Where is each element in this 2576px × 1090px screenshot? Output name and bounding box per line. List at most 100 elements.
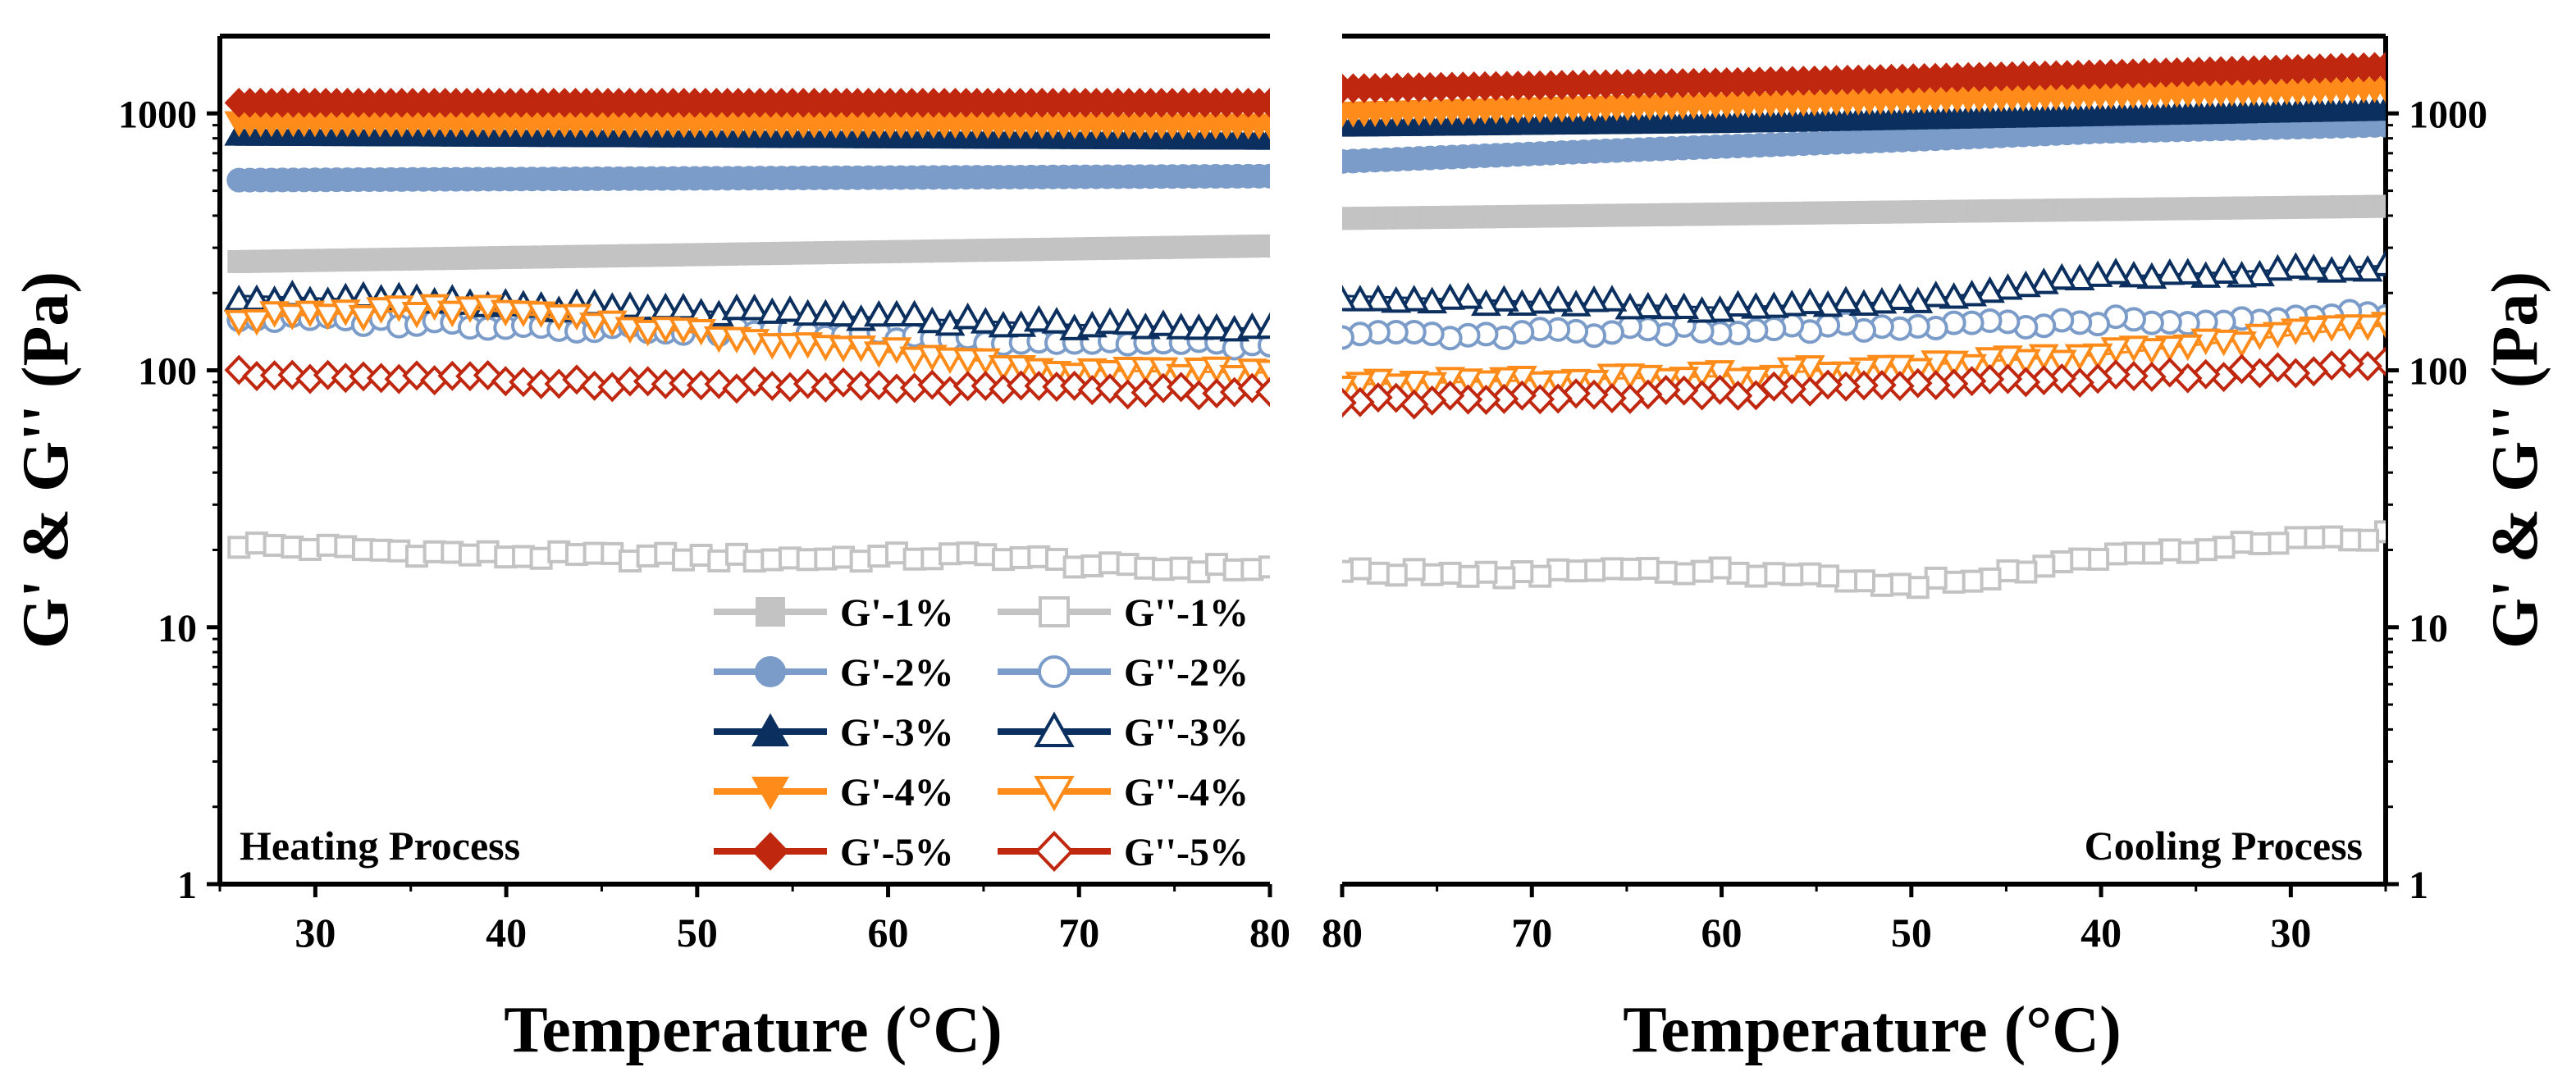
- data-point: [1342, 285, 1358, 312]
- data-point: [1957, 366, 1987, 397]
- x-axis-title: Temperature (°C): [1623, 994, 2121, 1066]
- data-point: [917, 369, 948, 400]
- data-point: [1615, 363, 1646, 390]
- y-tick-label: 100: [138, 350, 197, 394]
- data-point: [2335, 348, 2364, 379]
- data-point: [1399, 285, 1430, 312]
- data-point: [1236, 312, 1267, 340]
- data-point: [863, 299, 894, 327]
- data-point: [971, 371, 1001, 402]
- legend-entry: G'-2%: [714, 651, 954, 695]
- series-Gp-4pct: [224, 111, 1270, 140]
- data-point: [1112, 356, 1144, 384]
- legend-entry: G''-4%: [998, 771, 1249, 814]
- data-point: [1023, 304, 1054, 332]
- panel-title: Heating Process: [240, 823, 520, 869]
- data-point: [1201, 312, 1232, 340]
- data-point: [1255, 87, 1270, 118]
- data-point: [1975, 276, 2005, 303]
- series-Gp-5pct: [224, 87, 1270, 118]
- data-point: [1542, 370, 1573, 397]
- x-tick-label: 70: [1511, 910, 1552, 955]
- data-point: [774, 295, 806, 322]
- legend-entry: G''-5%: [998, 831, 1249, 874]
- data-point: [579, 312, 610, 340]
- x-tick-label: 30: [2270, 910, 2311, 955]
- data-point: [899, 299, 930, 327]
- data-point: [1342, 387, 1357, 418]
- data-point: [1183, 357, 1214, 385]
- y-tick-label: 1: [177, 864, 197, 907]
- data-point: [721, 293, 752, 321]
- data-point: [1596, 285, 1628, 312]
- legend-label: G'-5%: [840, 831, 954, 874]
- data-point: [1903, 367, 1933, 399]
- data-point: [2280, 252, 2311, 279]
- data-point: [2100, 258, 2131, 285]
- data-point: [1148, 309, 1179, 336]
- x-tick-label: 60: [1701, 910, 1742, 955]
- data-point: [669, 367, 698, 399]
- data-point: [1342, 73, 1357, 104]
- data-point: [1939, 350, 1970, 378]
- series-Gpp-5pct: [224, 354, 1270, 411]
- legend: G'-1% G''-1% G'-2% G''-2% G'-3% G''-3% G'-4% G'…: [714, 591, 1249, 874]
- data-point: [1813, 369, 1843, 400]
- series-layer: [223, 87, 1270, 584]
- data-point: [490, 299, 521, 327]
- data-point: [1342, 559, 1354, 583]
- x-tick-label: 50: [1891, 910, 1932, 955]
- legend-label: G''-3%: [1124, 711, 1249, 755]
- data-point: [2064, 263, 2095, 290]
- legend-swatch-marker: [751, 832, 789, 871]
- data-point: [1561, 378, 1591, 409]
- data-point: [1633, 364, 1664, 392]
- data-point: [1993, 273, 2023, 300]
- data-point: [1524, 371, 1555, 399]
- series-Gp-5pct: [1342, 51, 2386, 104]
- data-point: [1112, 308, 1144, 335]
- data-point: [633, 366, 663, 397]
- data-point: [2334, 314, 2365, 341]
- data-point: [1255, 376, 1270, 408]
- legend-swatch-marker: [751, 777, 789, 810]
- y-tick-label: 1000: [118, 93, 197, 136]
- legend-entry: G''-1%: [998, 591, 1249, 635]
- data-point: [509, 367, 538, 398]
- data-point: [1342, 148, 1354, 174]
- data-point: [739, 366, 770, 397]
- data-point: [1471, 370, 1501, 397]
- data-point: [1258, 332, 1270, 358]
- y-tick-label: 10: [2409, 607, 2448, 650]
- data-point: [1435, 283, 1466, 310]
- y-tick-label: 1: [2409, 864, 2428, 907]
- data-point: [828, 299, 859, 327]
- data-point: [241, 308, 272, 336]
- data-point: [2227, 331, 2257, 358]
- data-point: [1723, 367, 1753, 394]
- legend-swatch-marker: [755, 656, 786, 687]
- legend-entry: G'-5%: [714, 831, 954, 874]
- panel-title: Cooling Process: [2085, 823, 2363, 869]
- data-point: [2029, 365, 2059, 396]
- data-point: [2299, 356, 2329, 387]
- legend-entry: G''-3%: [998, 711, 1249, 755]
- data-point: [1453, 368, 1483, 395]
- data-point: [1507, 380, 1537, 411]
- data-point: [1258, 234, 1270, 258]
- x-tick-label: 80: [1322, 910, 1363, 955]
- data-point: [1759, 371, 1789, 402]
- data-point: [2352, 254, 2383, 282]
- data-point: [436, 300, 468, 328]
- legend-entry: G'-4%: [714, 771, 954, 814]
- data-point: [1258, 163, 1270, 189]
- data-point: [863, 341, 894, 368]
- y-axis-title-right: G' & G'' (Pa): [2479, 271, 2551, 649]
- data-point: [1258, 555, 1270, 579]
- legend-entry: G''-2%: [998, 651, 1249, 695]
- data-point: [366, 297, 397, 324]
- data-point: [703, 326, 734, 353]
- data-point: [2154, 258, 2185, 285]
- data-point: [1254, 312, 1270, 340]
- data-point: [2010, 270, 2041, 298]
